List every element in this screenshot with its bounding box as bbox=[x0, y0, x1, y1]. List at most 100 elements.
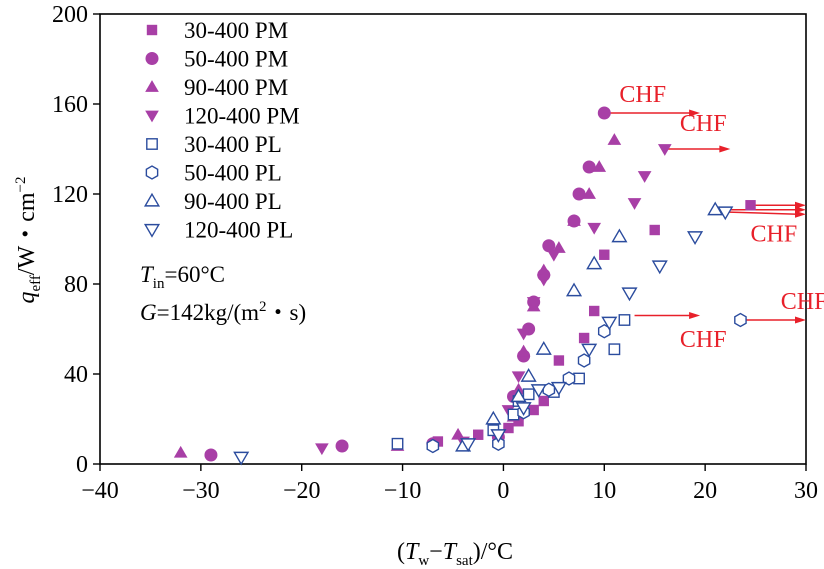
data-point-90-400-pl bbox=[485, 410, 502, 425]
legend-label: 120-400 PL bbox=[184, 218, 293, 243]
y-tick-label: 200 bbox=[52, 2, 88, 28]
chf-arrow-head bbox=[795, 316, 806, 324]
data-point-120-400-pm bbox=[637, 171, 652, 183]
data-point-50-400-pm bbox=[597, 106, 611, 120]
data-point-120-400-pm bbox=[526, 297, 541, 309]
data-point-90-400-pl bbox=[565, 282, 583, 297]
data-point-30-400-pm bbox=[538, 395, 549, 407]
g-tail: ・s) bbox=[267, 300, 307, 325]
data-point-120-400-pl bbox=[233, 451, 250, 466]
chf-label: CHF bbox=[680, 327, 727, 353]
data-point-120-400-pm bbox=[547, 249, 561, 262]
legend-label: 50-400 PM bbox=[184, 47, 288, 72]
data-point-30-400-pl bbox=[507, 408, 520, 421]
x-axis-title: (Tw−Tsat)/°C bbox=[397, 539, 513, 569]
data-point-120-400-pl bbox=[687, 231, 704, 245]
data-point-120-400-pm bbox=[627, 198, 642, 210]
data-point-50-400-pm bbox=[572, 187, 586, 201]
legend-marker bbox=[146, 24, 158, 36]
condition-tin: Tin=60°C bbox=[140, 262, 225, 292]
data-point-90-400-pm bbox=[582, 187, 596, 199]
data-point-90-400-pm bbox=[592, 160, 607, 172]
data-point-50-400-pl bbox=[734, 312, 747, 328]
x-tick-label: 30 bbox=[794, 478, 818, 504]
legend-marker bbox=[145, 110, 159, 123]
data-point-30-400-pl bbox=[573, 372, 585, 385]
condition-g: G=142kg/(m2・s) bbox=[140, 299, 306, 325]
data-point-90-400-pl bbox=[535, 341, 552, 355]
x-tick-label: 20 bbox=[693, 478, 717, 504]
data-point-30-400-pm bbox=[473, 429, 484, 440]
g-superscript: 2 bbox=[259, 299, 267, 315]
legend-marker bbox=[146, 138, 158, 150]
data-point-30-400-pl bbox=[391, 437, 404, 450]
chf-label: CHF bbox=[751, 221, 798, 247]
chf-arrow-head bbox=[795, 201, 806, 209]
data-point-120-400-pl bbox=[601, 316, 618, 331]
g-symbol: G bbox=[140, 300, 157, 325]
data-point-90-400-pm bbox=[536, 263, 551, 276]
data-point-90-400-pl bbox=[586, 255, 603, 270]
data-point-30-400-pm bbox=[528, 404, 539, 416]
legend-marker bbox=[145, 80, 159, 92]
x-tick-label: −10 bbox=[384, 478, 422, 504]
data-point-30-400-pl bbox=[618, 314, 631, 326]
data-point-30-400-pl bbox=[608, 343, 621, 356]
data-point-90-400-pm bbox=[607, 133, 622, 145]
legend-label: 50-400 PL bbox=[184, 161, 282, 186]
legend-marker bbox=[145, 52, 159, 65]
data-point-120-400-pl bbox=[490, 429, 507, 443]
data-point-120-400-pm bbox=[516, 328, 531, 341]
chf-arrow-head bbox=[719, 145, 731, 153]
chf-arrow bbox=[725, 211, 799, 215]
legend-label: 90-400 PL bbox=[184, 189, 282, 214]
y-tick-label: 40 bbox=[64, 362, 88, 388]
data-point-120-400-pl bbox=[651, 260, 668, 275]
plot-area-frame bbox=[99, 13, 807, 465]
chf-label: CHF bbox=[781, 289, 824, 315]
chf-label: CHF bbox=[619, 82, 666, 108]
legend-marker bbox=[143, 192, 161, 207]
legend-marker bbox=[143, 223, 161, 238]
data-point-50-400-pm bbox=[335, 439, 349, 453]
chf-arrow-head bbox=[795, 206, 806, 214]
data-point-50-400-pl bbox=[562, 371, 576, 386]
x-tick-label: 10 bbox=[592, 478, 616, 504]
x-tick-label: −20 bbox=[283, 478, 321, 504]
y-tick-label: 120 bbox=[52, 182, 88, 208]
data-point-120-400-pm bbox=[657, 144, 672, 156]
data-point-50-400-pm bbox=[542, 239, 556, 253]
data-point-120-400-pl bbox=[460, 438, 477, 452]
chf-arrow-head bbox=[795, 210, 806, 218]
data-point-50-400-pl bbox=[492, 436, 505, 452]
data-point-30-400-pm bbox=[578, 332, 590, 344]
tin-symbol: T bbox=[140, 262, 155, 287]
g-value: =142kg/(m bbox=[157, 300, 260, 325]
data-point-90-400-pl bbox=[510, 388, 527, 403]
legend-marker bbox=[145, 165, 159, 180]
chf-label: CHF bbox=[680, 111, 727, 137]
data-point-120-400-pm bbox=[587, 222, 602, 235]
data-point-90-400-pl bbox=[520, 368, 537, 382]
data-point-120-400-pl bbox=[550, 381, 567, 396]
data-point-30-400-pm bbox=[599, 249, 610, 260]
y-tick-label: 160 bbox=[52, 92, 88, 118]
y-tick-label: 80 bbox=[64, 272, 88, 298]
y-axis-title: qeff/W・cm−2 bbox=[13, 177, 44, 304]
x-tick-label: −40 bbox=[81, 478, 119, 504]
data-point-90-400-pl bbox=[611, 228, 628, 243]
legend-label: 120-400 PM bbox=[184, 104, 300, 129]
data-point-30-400-pl bbox=[522, 388, 535, 401]
data-point-120-400-pl bbox=[581, 343, 598, 358]
data-point-30-400-pm bbox=[503, 422, 514, 434]
data-point-50-400-pl bbox=[426, 438, 440, 454]
data-point-120-400-pl bbox=[530, 384, 547, 398]
tin-subscript: in bbox=[153, 276, 165, 292]
data-point-120-400-pl bbox=[515, 402, 532, 416]
data-point-50-400-pm bbox=[582, 160, 596, 174]
data-point-30-400-pm bbox=[745, 200, 756, 211]
tin-value: =60°C bbox=[164, 262, 225, 287]
data-point-30-400-pm bbox=[649, 224, 660, 236]
legend-label: 90-400 PM bbox=[184, 75, 288, 100]
